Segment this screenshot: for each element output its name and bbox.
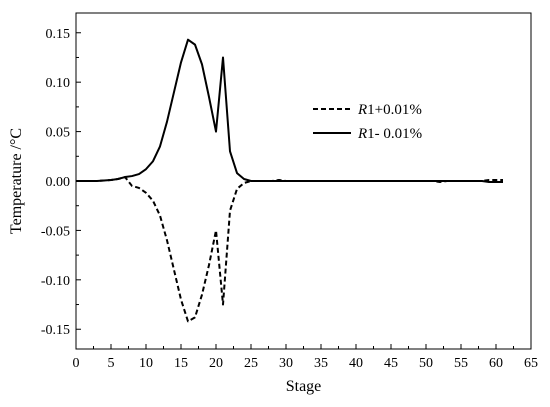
x-tick-label: 40 [349,356,363,371]
x-tick-label: 50 [419,356,433,371]
y-axis-label: Temperature /°C [8,128,25,234]
x-tick-label: 5 [108,356,115,371]
legend-label-2: R1- 0.01% [357,126,422,142]
y-tick-label: 0.15 [46,27,71,42]
x-tick-label: 15 [174,356,188,371]
x-tick-label: 25 [244,356,258,371]
x-tick-label: 20 [209,356,223,371]
x-tick-label: 55 [454,356,468,371]
y-tick-label: -0.15 [41,323,70,338]
y-tick-label: 0.05 [46,126,71,141]
y-tick-label: -0.05 [41,224,70,239]
y-axis-ticks: -0.15 -0.10 -0.05 0.00 0.05 0.10 0.15 [41,27,81,338]
x-axis-label: Stage [286,378,322,395]
x-tick-label: 45 [384,356,398,371]
x-tick-label: 65 [524,356,538,371]
x-tick-label: 60 [489,356,503,371]
series-lines [76,38,503,323]
x-tick-label: 0 [73,356,80,371]
y-tick-label: 0.00 [46,175,71,190]
legend: R1+0.01% R1- 0.01% [313,102,422,142]
x-tick-label: 10 [139,356,153,371]
series-line-1 [76,176,503,323]
x-tick-label: 35 [314,356,328,371]
x-tick-label: 30 [279,356,293,371]
y-tick-label: -0.10 [41,274,70,289]
y-tick-label: 0.10 [46,76,71,91]
series-line-2 [76,38,503,183]
x-axis-ticks: 0 5 10 15 20 25 30 35 40 45 50 55 60 65 [73,344,538,371]
legend-label-1: R1+0.01% [357,102,422,118]
